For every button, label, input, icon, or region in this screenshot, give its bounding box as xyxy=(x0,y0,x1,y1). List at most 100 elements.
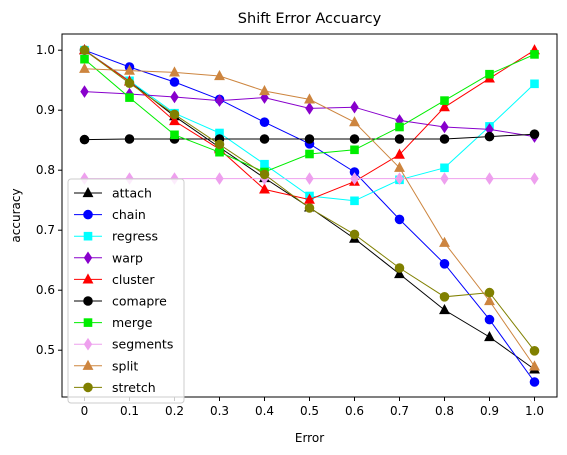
legend-item-segments: segments xyxy=(74,337,173,352)
legend-marker xyxy=(83,251,93,265)
data-point xyxy=(349,116,360,127)
data-point xyxy=(394,267,405,279)
legend-item-merge: merge xyxy=(74,315,153,330)
legend-label: segments xyxy=(112,337,173,352)
y-axis-title: accuracy xyxy=(9,188,23,242)
y-tick-label: 0.7 xyxy=(36,223,55,237)
data-point xyxy=(394,148,405,159)
data-point xyxy=(304,134,315,144)
y-tick-label: 0.6 xyxy=(36,283,55,297)
data-point xyxy=(529,129,540,139)
legend-item-attach: attach xyxy=(74,186,152,201)
legend-item-chain: chain xyxy=(74,207,146,222)
x-axis-title: Error xyxy=(295,431,324,445)
y-tick-label: 1.0 xyxy=(36,43,55,57)
y-tick-label: 0.8 xyxy=(36,163,55,177)
legend-label: comapre xyxy=(112,294,167,309)
data-point xyxy=(259,134,270,144)
data-point xyxy=(215,147,224,157)
legend-marker xyxy=(83,337,93,351)
data-point xyxy=(169,66,180,77)
data-point xyxy=(79,134,90,145)
data-point xyxy=(169,109,180,120)
data-point xyxy=(305,149,314,159)
data-point xyxy=(304,193,315,204)
data-point xyxy=(79,45,90,56)
data-point xyxy=(214,69,225,81)
y-tick-label: 0.5 xyxy=(36,343,55,357)
data-point xyxy=(529,346,540,356)
data-point xyxy=(529,377,540,387)
data-point xyxy=(440,96,449,105)
data-point xyxy=(124,78,135,88)
data-point xyxy=(305,172,314,185)
legend-label: warp xyxy=(112,250,143,265)
data-point xyxy=(439,101,450,112)
data-point xyxy=(125,93,134,102)
legend-label: merge xyxy=(112,315,153,330)
legend-item-regress: regress xyxy=(74,229,158,244)
legend-box xyxy=(67,178,185,404)
data-point xyxy=(259,183,270,194)
data-point xyxy=(170,90,179,104)
data-point xyxy=(215,172,224,185)
legend-marker xyxy=(83,296,93,306)
data-point xyxy=(395,172,404,185)
data-point xyxy=(259,84,270,96)
x-tick-label: 0.8 xyxy=(435,404,454,418)
legend-label: split xyxy=(112,358,138,373)
data-point xyxy=(484,287,495,298)
data-point xyxy=(169,114,180,126)
legend-marker xyxy=(82,273,94,284)
legend-marker xyxy=(82,186,94,198)
x-tick-label: 0.6 xyxy=(345,404,364,418)
data-point xyxy=(349,229,360,240)
legend-item-cluster: cluster xyxy=(74,272,155,287)
data-point xyxy=(214,139,225,150)
data-point xyxy=(394,134,405,144)
data-point xyxy=(349,134,360,144)
x-tick-label: 0.4 xyxy=(255,404,274,418)
x-tick-label: 0.3 xyxy=(210,404,229,418)
data-point xyxy=(350,196,359,206)
legend-item-warp: warp xyxy=(74,250,143,265)
legend-label: stretch xyxy=(112,380,156,395)
data-point xyxy=(350,172,359,185)
data-point xyxy=(304,93,315,104)
data-point xyxy=(440,172,449,185)
x-tick-label: 0.5 xyxy=(300,404,319,418)
data-point xyxy=(439,292,450,302)
data-point xyxy=(394,161,405,172)
legend-label: attach xyxy=(112,186,152,201)
x-tick-label: 0.9 xyxy=(480,404,499,418)
legend-label: chain xyxy=(112,207,146,222)
data-point xyxy=(259,169,270,180)
series-merge xyxy=(80,50,539,177)
data-point xyxy=(305,102,314,115)
legend-marker xyxy=(82,359,94,370)
data-point xyxy=(440,163,449,173)
data-point xyxy=(530,79,539,89)
data-point xyxy=(439,259,450,269)
plot-frame xyxy=(61,33,558,398)
data-point xyxy=(484,294,495,306)
data-point xyxy=(124,64,135,75)
x-tick-label: 0 xyxy=(81,404,89,418)
x-tick-label: 0.2 xyxy=(165,404,184,418)
chart-title: Shift Error Accuarcy xyxy=(238,11,382,27)
series-comapre xyxy=(79,129,540,145)
data-point xyxy=(484,131,495,142)
data-point xyxy=(80,85,89,98)
y-axis: 0.5 0.6 0.7 0.8 0.9 1.0 xyxy=(36,43,62,357)
data-point xyxy=(530,50,539,59)
legend-label: cluster xyxy=(112,272,155,287)
legend-marker xyxy=(83,231,93,241)
series-split xyxy=(79,62,540,371)
data-point xyxy=(350,145,359,155)
legend-item-split: split xyxy=(74,358,138,373)
data-point xyxy=(529,360,540,371)
data-point xyxy=(259,117,270,127)
legend-item-comapre: comapre xyxy=(74,294,167,309)
